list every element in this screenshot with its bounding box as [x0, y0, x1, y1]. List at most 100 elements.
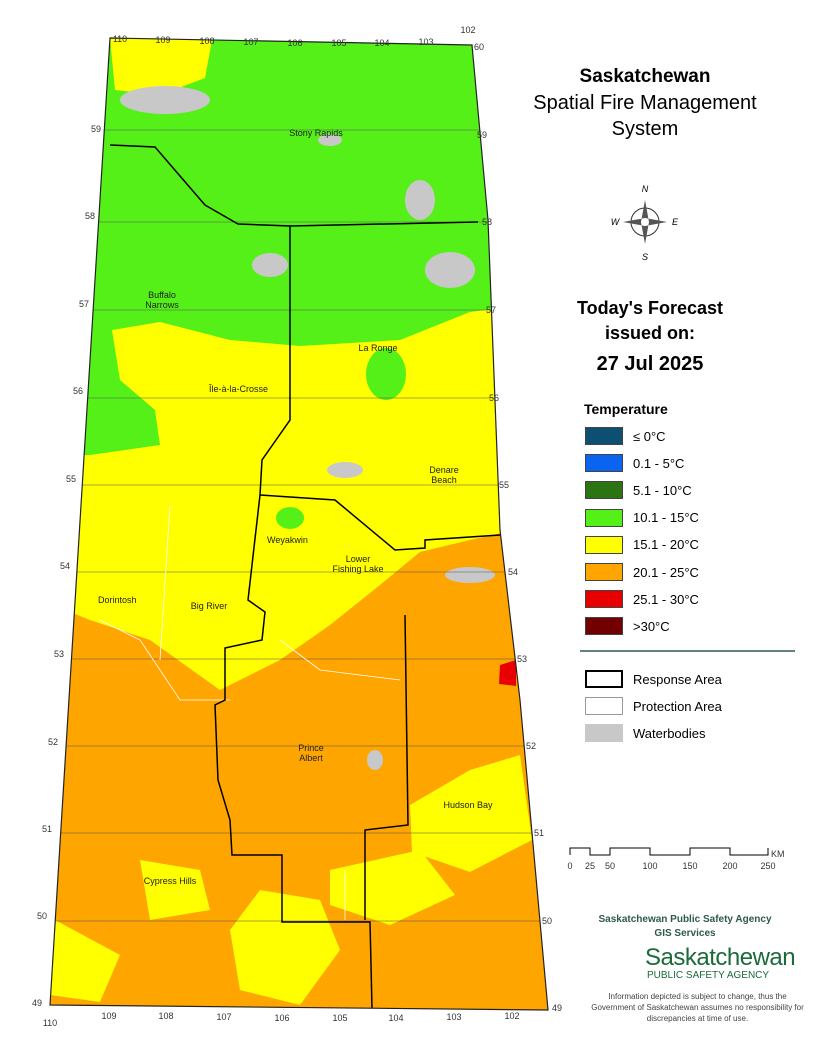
legend-label: ≤ 0°C — [633, 428, 666, 444]
longitude-label: 107 — [216, 1012, 231, 1022]
legend-label: >30°C — [633, 618, 670, 634]
legend-swatch — [585, 590, 623, 609]
compass: N E S W — [611, 184, 679, 262]
legend-water: Waterbodies — [585, 724, 706, 742]
scale-label: 0 — [567, 861, 572, 871]
legend-swatch — [585, 563, 623, 581]
legend-protection: Protection Area — [585, 697, 722, 715]
longitude-label: 102 — [504, 1011, 519, 1021]
legend-item: 0.1 - 5°C — [585, 454, 685, 473]
zone — [230, 890, 340, 1005]
longitude-label: 105 — [332, 1013, 347, 1023]
scale-label: 25 — [585, 861, 595, 871]
latitude-label: 54 — [508, 567, 518, 577]
legend-label: 0.1 - 5°C — [633, 455, 685, 471]
place: Île-à-la-Crosse — [209, 384, 269, 394]
agency-unit: GIS Services — [654, 928, 716, 939]
waterbodies — [120, 86, 495, 770]
latitude-label: 50 — [542, 916, 552, 926]
latitude-label: 51 — [534, 828, 544, 838]
protection-area — [99, 504, 401, 920]
place: Stony Rapids — [289, 128, 343, 138]
legend-label: Protection Area — [633, 698, 722, 714]
longitude-label: 110 — [43, 1018, 57, 1028]
zone — [410, 755, 532, 872]
scale-label: 200 — [722, 861, 737, 871]
zone — [330, 850, 455, 925]
longitude-label: 104 — [374, 38, 389, 48]
latitude-label: 52 — [48, 737, 58, 747]
legend-item: 15.1 - 20°C — [585, 535, 699, 554]
longitude-label: 106 — [274, 1013, 289, 1023]
legend-item: 25.1 - 30°C — [585, 590, 699, 609]
scale-label: 250 — [760, 861, 775, 871]
longitude-label: 102 — [460, 25, 475, 35]
zone — [499, 660, 516, 686]
latitude-label: 55 — [66, 474, 76, 484]
legend-swatch — [585, 617, 623, 636]
zone — [366, 348, 406, 400]
longitude-label: 108 — [158, 1011, 173, 1021]
compass-n: N — [642, 184, 649, 194]
legend-label: Response Area — [633, 671, 722, 687]
latitude-label: 50 — [37, 911, 47, 921]
legend-swatch — [585, 535, 623, 554]
legend-response: Response Area — [585, 670, 722, 688]
forecast-heading: Today's Forecast — [577, 298, 723, 318]
latitude-label: 55 — [499, 480, 509, 490]
place: Dorintosh — [98, 595, 137, 605]
forecast-issued: issued on: — [604, 323, 695, 343]
forecast: Today's Forecast issued on: 27 Jul 2025 — [520, 296, 780, 377]
place: Prince Albert — [298, 743, 324, 763]
place: Hudson Bay — [443, 800, 493, 810]
agency: Saskatchewan Public Safety Agency GIS Se… — [570, 913, 800, 941]
title-line: System — [611, 118, 679, 140]
legend-item: ≤ 0°C — [585, 427, 666, 445]
place: Denare Beach — [429, 465, 459, 485]
logo: Saskatchewan — [645, 944, 796, 971]
coordinate-labels: 110 109 108 107 106 105 104 103 102 110 109 108 107 1… — [32, 25, 562, 1028]
legend-label: 10.1 - 15°C — [633, 510, 699, 526]
longitude-label: 106 — [287, 38, 302, 48]
longitude-label: 110 — [113, 34, 127, 44]
longitude-label: 107 — [243, 37, 258, 47]
legend-label: 20.1 - 25°C — [633, 564, 699, 580]
latitude-label: 58 — [482, 217, 492, 227]
place: Lower Fishing Lake — [332, 554, 384, 574]
latitude-label: 49 — [32, 998, 42, 1008]
zone — [276, 507, 304, 529]
legend-label: 15.1 - 20°C — [633, 537, 699, 553]
legend-label: Waterbodies — [633, 725, 706, 741]
zone — [110, 38, 212, 95]
legend-item: 10.1 - 15°C — [585, 508, 699, 527]
latitude-label: 57 — [79, 299, 89, 309]
legend-label: 25.1 - 30°C — [633, 591, 699, 607]
logo-sub: PUBLIC SAFETY AGENCY — [647, 970, 770, 981]
compass-e: E — [672, 217, 679, 227]
latitude-label: 59 — [477, 130, 487, 140]
title-line: Saskatchewan — [579, 66, 711, 87]
scale-bar — [569, 847, 769, 856]
place: Cypress Hills — [143, 876, 197, 886]
legend-swatch — [585, 508, 623, 527]
place: La Ronge — [358, 343, 398, 353]
latitude-label: 53 — [54, 649, 64, 659]
place: Weyakwin — [267, 535, 308, 545]
legend-label: 5.1 - 10°C — [633, 482, 692, 498]
place: Big River — [190, 601, 228, 611]
longitude-label: 104 — [388, 1013, 403, 1023]
longitude-label: 103 — [446, 1012, 461, 1022]
latitude-label: 57 — [486, 305, 496, 315]
latitude-label: 59 — [91, 124, 101, 134]
latitude-label: 49 — [552, 1003, 562, 1013]
longitude-label: 103 — [418, 37, 433, 47]
latitude-label: 58 — [85, 211, 95, 221]
legend-title: Temperature — [584, 401, 668, 417]
province-outline — [49, 37, 549, 1011]
response-area — [109, 144, 501, 1009]
scale-label: 150 — [682, 861, 697, 871]
scale-unit: KM — [771, 849, 785, 859]
title: Saskatchewan Spatial Fire Management Sys… — [500, 64, 790, 142]
